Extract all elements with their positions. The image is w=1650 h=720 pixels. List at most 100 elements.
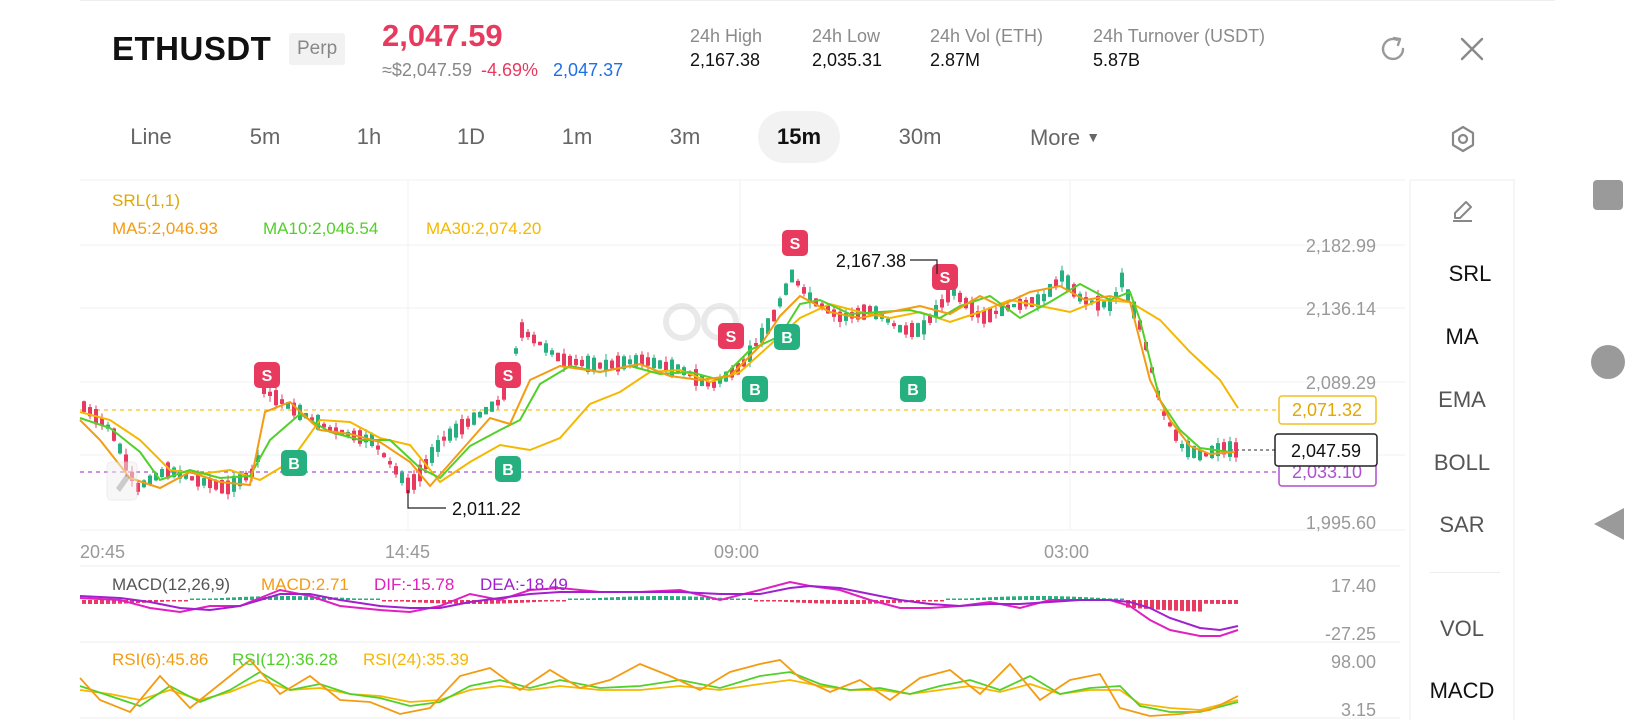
square-nav-icon[interactable] [1593,180,1623,210]
buy-marker-3: B [742,376,768,402]
macd-bar [478,600,482,604]
candle-body [460,418,464,435]
macd-bar [94,600,98,604]
candle-body [646,357,650,366]
rsi6-line [79,658,1239,717]
rsi-axis-label: 98.00 [1331,652,1376,672]
candle-body [166,462,170,479]
macd-bar [340,597,344,600]
candle-body [574,358,578,366]
stat-value: 2,167.38 [690,50,761,70]
macd-bar [298,596,302,600]
buy-marker-4: B [774,324,800,350]
ma30-line [79,298,1239,484]
macd-bar [430,600,434,604]
macd-bar [178,600,182,602]
tab-5m[interactable]: 5m [249,124,281,149]
macd-bar [1066,596,1070,600]
candle-body [616,355,620,372]
refresh-icon[interactable] [1378,34,1408,64]
circle-nav-icon[interactable] [1591,345,1625,379]
macd-bar [586,598,590,600]
candle-body [484,406,488,415]
stat-label: 24h Vol (ETH) [930,26,1044,46]
change-percent: -4.69% [480,60,539,80]
candle-body [640,354,644,366]
buy-marker-1: B [281,450,307,476]
indicator-vol[interactable]: VOL [1439,616,1485,641]
macd-bar [1030,596,1034,600]
candle-body [778,298,782,307]
macd-bar [1024,596,1028,600]
tab-more-label: More [1029,125,1081,150]
indicator-ma[interactable]: MA [1445,324,1479,349]
macd-bar [400,600,404,602]
candle-body [496,399,500,406]
candle-body [670,359,674,376]
svg-text:2,011.22: 2,011.22 [452,499,521,519]
macd-bar [580,598,584,600]
tab-15m[interactable]: 15m [758,111,840,163]
mark-price: 2,047.37 [553,60,624,80]
symbol-title[interactable]: ETHUSDT [112,30,272,67]
tab-3m[interactable]: 3m [669,124,701,149]
indicator-ema[interactable]: EMA [1438,387,1486,412]
macd-bar [598,597,602,600]
candle-body [934,304,938,318]
chart-settings-icon[interactable] [1449,124,1477,154]
candle-body [598,362,602,369]
candle-body [838,311,842,322]
indicator-srl[interactable]: SRL [1448,261,1492,286]
candle-body [850,312,854,319]
macd-bar [112,600,116,604]
tab-1h[interactable]: 1h [356,124,382,149]
macd-bar [736,598,740,600]
macd-bar [1228,600,1232,604]
tab-30m[interactable]: 30m [898,124,942,149]
indicator-boll[interactable]: BOLL [1433,450,1491,475]
candle-body [1174,429,1178,441]
macd-bar [970,598,974,600]
macd-bar [184,600,188,602]
macd-bar [394,600,398,602]
macd-bar [928,600,932,602]
tab-1m[interactable]: 1m [561,124,593,149]
candle-body [766,318,770,335]
tab-more[interactable]: More ▼ [1010,111,1120,163]
candle-body [136,482,140,492]
candle-body [844,312,848,321]
macd-bar [310,596,314,600]
indicator-sar[interactable]: SAR [1439,512,1485,537]
pencil-icon[interactable] [1447,196,1477,226]
tab-1d[interactable]: 1D [456,124,486,149]
candle-body [1162,411,1166,416]
macd-bar [658,596,662,600]
macd-bar [1042,596,1046,600]
candle-body [502,386,506,400]
candle-body [1222,442,1226,455]
macd-bar [748,598,752,600]
svg-text:B: B [907,382,919,399]
macd-bar [130,600,134,604]
tab-line[interactable]: Line [130,124,172,149]
back-nav-icon[interactable] [1592,506,1626,542]
macd-bar [292,596,296,600]
macd-bar [916,600,920,602]
candle-body [190,476,194,481]
macd-bar [238,597,242,600]
macd-bar [1072,596,1076,600]
macd-bar [154,600,158,603]
candle-body [1120,272,1124,288]
candle-body [814,298,818,307]
close-icon[interactable] [1459,36,1485,62]
macd-bar [1018,596,1022,600]
candle-body [448,428,452,441]
macd-bar [628,596,632,600]
candle-body [274,390,278,406]
indicator-macd[interactable]: MACD [1429,678,1495,703]
macd-bar [610,597,614,600]
macd-bar [1012,596,1016,600]
candle-body [550,350,554,355]
candle-body [478,411,482,418]
